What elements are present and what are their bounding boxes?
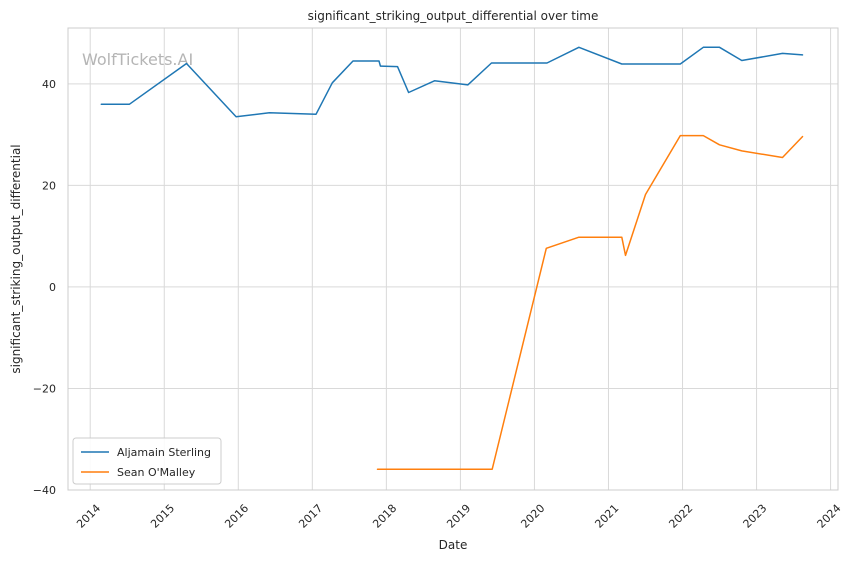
series-line-sean-omalley [376,134,804,470]
watermark: WolfTickets.AI [82,50,193,69]
y-tick-label: −40 [33,484,56,497]
y-axis-title: significant_striking_output_differential [9,144,23,373]
legend-label: Aljamain Sterling [117,446,211,459]
x-axis-ticks: 2014 2015 2016 2017 2018 2019 2020 2021 2022 2023… [74,502,843,531]
series-layer [100,46,804,470]
legend-label: Sean O'Malley [117,466,196,479]
grid [68,28,838,491]
y-axis-ticks: −40 −20 0 20 40 [33,78,56,497]
legend-box [72,437,222,485]
y-tick-label: 20 [42,179,56,192]
y-tick-label: 40 [42,78,56,91]
plot-area-frame [67,27,839,491]
legend: Aljamain Sterling Sean O'Malley [72,437,222,485]
y-tick-label: −20 [33,382,56,395]
x-axis-title: Date [439,538,468,552]
y-tick-label: 0 [49,281,56,294]
chart-title: significant_striking_output_differential… [308,9,599,23]
series-line-aljamain-sterling [100,46,804,118]
